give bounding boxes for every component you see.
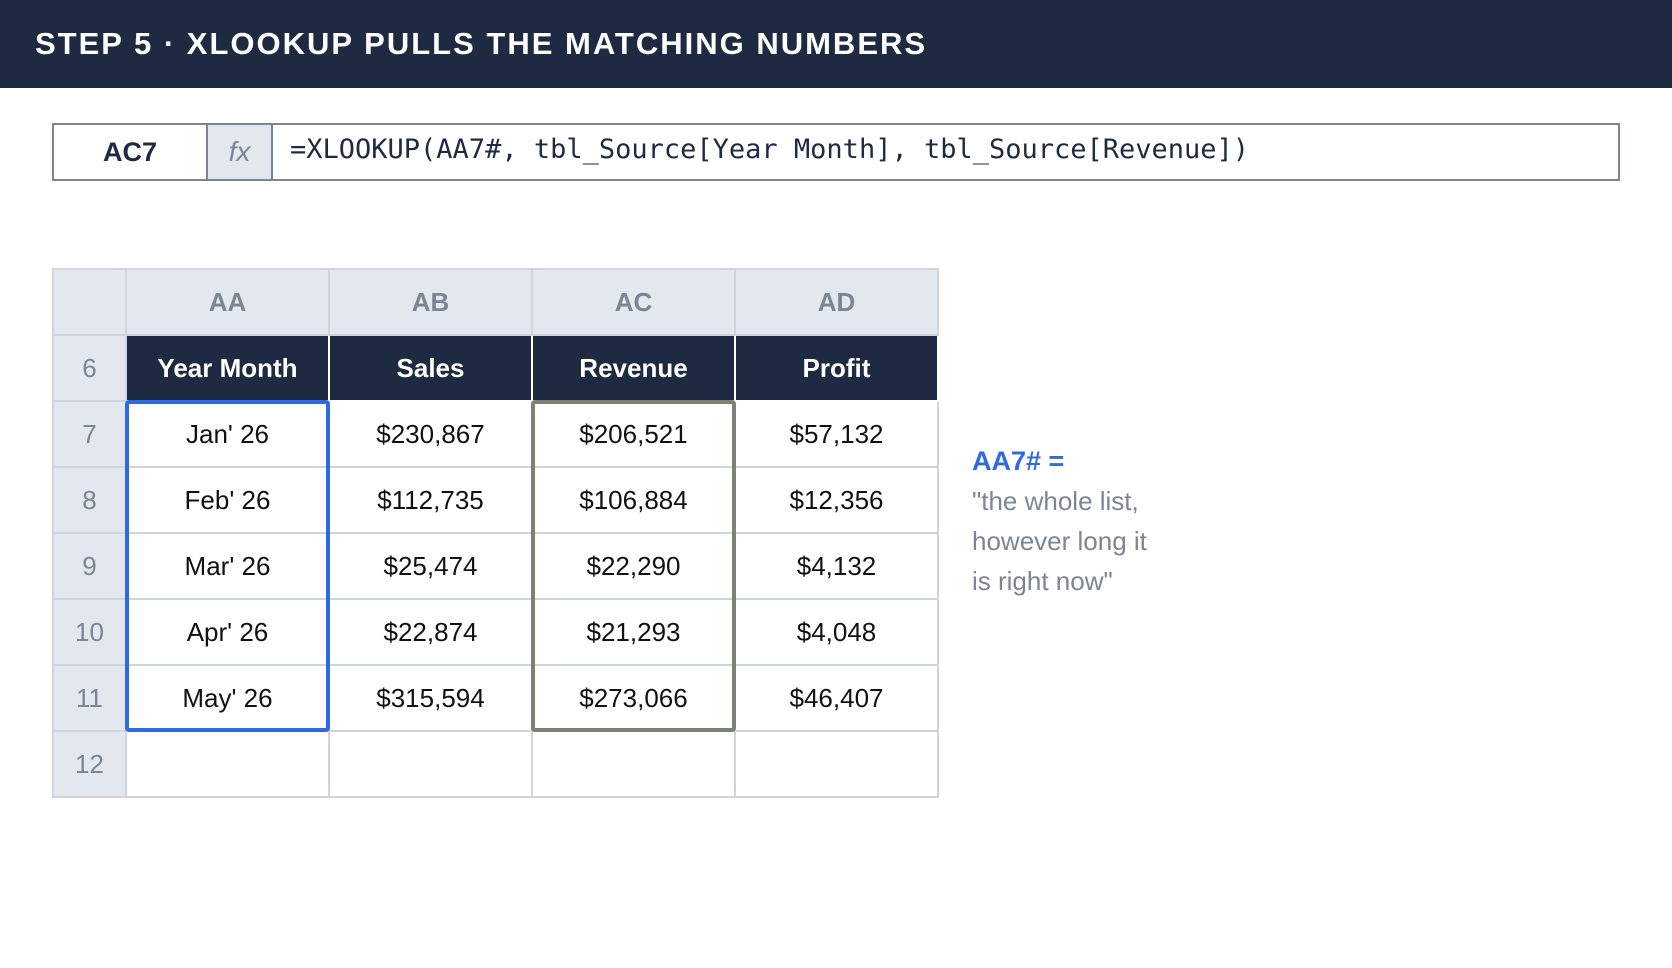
empty-cell: [127, 732, 330, 798]
row-number: 8: [54, 468, 127, 534]
table-cell: $22,874: [330, 600, 533, 666]
table-cell: $22,290: [533, 534, 736, 600]
annotation-title: AA7# =: [972, 446, 1065, 476]
row-number: 12: [54, 732, 127, 798]
column-letter: AB: [330, 270, 533, 336]
table-header: Year Month: [127, 336, 330, 402]
name-box[interactable]: AC7: [102, 136, 157, 167]
table-cell: $206,521: [533, 402, 736, 468]
table-cell: Mar' 26: [127, 534, 330, 600]
annotation-line: "the whole list,: [972, 486, 1139, 516]
table-cell: $57,132: [736, 402, 939, 468]
row-number: 11: [54, 666, 127, 732]
table-cell: $230,867: [330, 402, 533, 468]
sheet-grid: [52, 268, 939, 798]
corner-cell: [54, 270, 127, 336]
empty-cell: [330, 732, 533, 798]
annotation-line: is right now": [972, 566, 1113, 596]
header-title: STEP 5 · XLOOKUP PULLS THE MATCHING NUMB…: [35, 26, 928, 61]
formula-text[interactable]: =XLOOKUP(AA7#, tbl_Source[Year Month], t…: [290, 134, 1250, 165]
table-cell: $4,048: [736, 600, 939, 666]
column-letter: AD: [736, 270, 939, 336]
row-number: 7: [54, 402, 127, 468]
result-range-outline: [531, 400, 736, 732]
header-bar: [0, 0, 1672, 88]
table-cell: $4,132: [736, 534, 939, 600]
row-number: 10: [54, 600, 127, 666]
formula-bar: [52, 123, 1620, 181]
table-header: Profit: [736, 336, 939, 402]
table-cell: $112,735: [330, 468, 533, 534]
empty-cell: [533, 732, 736, 798]
spill-range-outline: [125, 400, 330, 732]
fx-icon[interactable]: fx: [206, 125, 273, 179]
row-number: 6: [54, 336, 127, 402]
row-number: 9: [54, 534, 127, 600]
column-letter: AC: [533, 270, 736, 336]
column-letter: AA: [127, 270, 330, 336]
table-cell: $25,474: [330, 534, 533, 600]
empty-cell: [736, 732, 939, 798]
table-cell: $315,594: [330, 666, 533, 732]
table-header: Sales: [330, 336, 533, 402]
table-cell: $46,407: [736, 666, 939, 732]
table-cell: $12,356: [736, 468, 939, 534]
annotation-line: however long it: [972, 526, 1147, 556]
table-header: Revenue: [533, 336, 736, 402]
